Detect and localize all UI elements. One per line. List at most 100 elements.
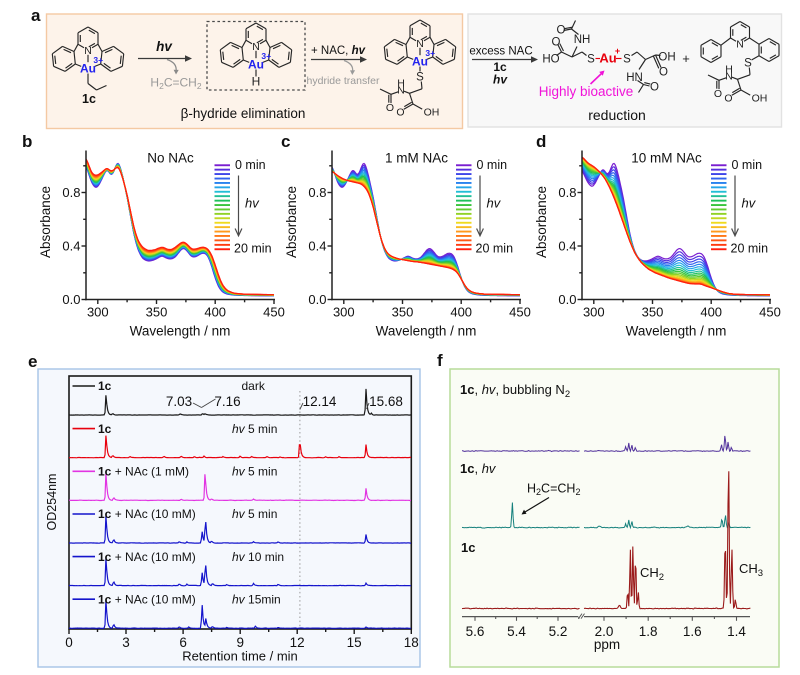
svg-text:1.8: 1.8 — [639, 624, 658, 639]
svg-text:0.4: 0.4 — [308, 239, 326, 254]
svg-text:hv 5 min: hv 5 min — [232, 422, 277, 436]
svg-text:0.8: 0.8 — [62, 185, 80, 200]
svg-text:10 mM NAc: 10 mM NAc — [631, 151, 702, 166]
svg-text:O: O — [659, 67, 668, 79]
svg-text:dark: dark — [242, 379, 266, 393]
svg-text:S: S — [587, 54, 595, 66]
svg-text:HN: HN — [626, 72, 643, 84]
svg-text:5.2: 5.2 — [549, 624, 568, 639]
svg-text:S: S — [623, 54, 631, 66]
svg-text:20 min: 20 min — [476, 242, 514, 256]
svg-text:0.8: 0.8 — [308, 185, 326, 200]
svg-text:Au: Au — [248, 57, 264, 71]
svg-text:OH: OH — [752, 92, 768, 104]
svg-text:S: S — [416, 72, 424, 84]
svg-text:15: 15 — [347, 635, 362, 650]
svg-text:1c: 1c — [493, 60, 507, 74]
svg-text:2.0: 2.0 — [595, 624, 614, 639]
svg-text:300: 300 — [583, 305, 605, 320]
svg-text:hv 5 min: hv 5 min — [232, 507, 277, 521]
svg-text:b: b — [22, 132, 32, 151]
svg-text:0.0: 0.0 — [558, 292, 576, 307]
svg-text:d: d — [536, 132, 546, 151]
svg-text:450: 450 — [509, 305, 531, 320]
svg-text:1c: 1c — [461, 540, 475, 555]
svg-text:e: e — [28, 352, 37, 371]
svg-text:Absorbance: Absorbance — [284, 186, 299, 258]
svg-text:350: 350 — [146, 305, 168, 320]
svg-text:1c: 1c — [98, 422, 112, 436]
svg-text:300: 300 — [333, 305, 355, 320]
svg-text:15.68: 15.68 — [369, 394, 403, 409]
svg-text:O: O — [724, 93, 732, 105]
svg-text:S: S — [744, 58, 752, 70]
svg-text:7.03: 7.03 — [166, 394, 192, 409]
svg-text:excess NAC: excess NAC — [469, 46, 532, 58]
svg-text:350: 350 — [642, 305, 664, 320]
svg-text:hydride transfer: hydride transfer — [307, 75, 380, 87]
svg-text:18: 18 — [404, 635, 419, 650]
svg-text:1c: 1c — [98, 379, 112, 393]
svg-text:Au: Au — [599, 51, 616, 66]
svg-text:N: N — [725, 71, 733, 83]
svg-text:hv: hv — [245, 196, 260, 211]
svg-text:hv 10 min: hv 10 min — [232, 550, 284, 564]
svg-text:0: 0 — [65, 635, 73, 650]
svg-text:0 min: 0 min — [732, 158, 763, 172]
svg-text:7.16: 7.16 — [214, 394, 240, 409]
svg-text:Wavelength / nm: Wavelength / nm — [130, 324, 231, 339]
svg-text:Au: Au — [80, 61, 96, 75]
svg-text:1.4: 1.4 — [727, 624, 746, 639]
svg-text:0.0: 0.0 — [62, 292, 80, 307]
svg-text:N: N — [736, 39, 744, 51]
svg-text:β-hydride elimination: β-hydride elimination — [181, 106, 306, 121]
svg-text:O: O — [552, 37, 561, 49]
svg-text:Wavelength / nm: Wavelength / nm — [626, 324, 727, 339]
svg-text:hv: hv — [493, 73, 508, 87]
svg-text:No NAc: No NAc — [147, 151, 194, 166]
svg-text:+ NAC, hv: + NAC, hv — [311, 45, 366, 57]
svg-text:3+: 3+ — [93, 55, 103, 65]
svg-text:1c + NAc (10 mM): 1c + NAc (10 mM) — [98, 507, 196, 521]
svg-text:N: N — [84, 45, 92, 57]
svg-text:0 min: 0 min — [477, 158, 508, 172]
svg-text:O: O — [650, 82, 659, 94]
svg-text:3+: 3+ — [261, 51, 271, 61]
svg-text:0.4: 0.4 — [62, 239, 80, 254]
svg-text:350: 350 — [392, 305, 414, 320]
svg-text:CH2: CH2 — [640, 565, 664, 583]
svg-text:+: + — [615, 46, 620, 56]
svg-text:1c + NAc (10 mM): 1c + NAc (10 mM) — [98, 592, 196, 606]
svg-text:Au: Au — [412, 54, 428, 68]
svg-text:OH: OH — [658, 52, 675, 64]
svg-text:ppm: ppm — [594, 637, 620, 652]
svg-text:1 mM NAc: 1 mM NAc — [385, 151, 448, 166]
svg-text:400: 400 — [450, 305, 472, 320]
svg-text:5.6: 5.6 — [466, 624, 485, 639]
svg-text:Highly bioactive: Highly bioactive — [539, 84, 634, 99]
svg-text:Retention time / min: Retention time / min — [182, 649, 298, 664]
svg-text:f: f — [437, 351, 443, 370]
svg-text:H2C=CH2: H2C=CH2 — [527, 482, 580, 498]
svg-text:+: + — [682, 51, 690, 66]
svg-text:20 min: 20 min — [731, 242, 769, 256]
svg-text:3+: 3+ — [425, 48, 435, 58]
svg-text:6: 6 — [179, 635, 187, 650]
svg-text:NH: NH — [574, 34, 591, 46]
svg-text:1c, hv: 1c, hv — [460, 461, 497, 476]
svg-text:c: c — [281, 132, 290, 151]
svg-text:N: N — [252, 41, 260, 53]
svg-text:OD254nm: OD254nm — [45, 474, 59, 531]
svg-text:Absorbance: Absorbance — [38, 186, 53, 258]
svg-text:0.4: 0.4 — [558, 239, 576, 254]
svg-text:0 min: 0 min — [235, 158, 266, 172]
svg-text:H: H — [397, 77, 405, 89]
svg-text:1.6: 1.6 — [683, 624, 702, 639]
svg-text:Absorbance: Absorbance — [534, 186, 549, 258]
svg-text:450: 450 — [759, 305, 781, 320]
svg-text:O: O — [714, 88, 722, 100]
svg-text:400: 400 — [204, 305, 226, 320]
svg-text:H: H — [252, 75, 261, 89]
svg-text:hv 5 min: hv 5 min — [232, 465, 277, 479]
svg-text:5.4: 5.4 — [507, 624, 526, 639]
